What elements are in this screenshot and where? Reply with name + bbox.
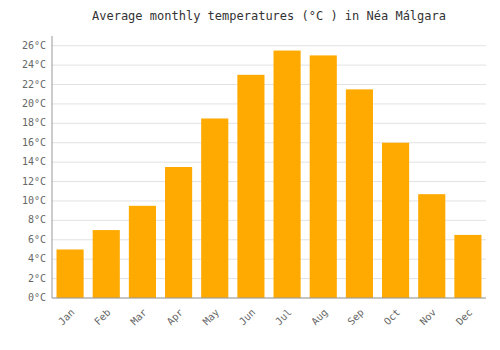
bar: [382, 143, 409, 298]
grid-line: [52, 298, 486, 299]
grid: [52, 46, 486, 298]
x-tick-label: Sep: [345, 307, 366, 328]
grid-line: [52, 142, 486, 143]
y-tick-label: 0°C: [28, 292, 46, 303]
x-tick-label: Nov: [418, 307, 439, 328]
x-tick-label: Jun: [237, 307, 258, 328]
x-tick-label: Mar: [128, 307, 149, 328]
y-tick-label: 8°C: [28, 214, 46, 225]
x-tick-label: Aug: [309, 307, 330, 328]
bar: [129, 206, 156, 298]
x-tick-label: Dec: [454, 307, 475, 328]
bar: [310, 55, 337, 298]
bar: [274, 51, 301, 298]
x-tick-label: Jul: [273, 307, 294, 328]
grid-line: [52, 103, 486, 104]
x-tick-label: Apr: [165, 307, 186, 328]
title: Average monthly temperatures (°C ) in Né…: [92, 9, 446, 23]
y-tick-label: 22°C: [22, 79, 46, 90]
bar: [346, 89, 373, 298]
x-tick-label: May: [201, 307, 222, 328]
y-tick-label: 2°C: [28, 273, 46, 284]
grid-line: [52, 45, 486, 46]
bar: [201, 118, 228, 298]
x-axis-line: [52, 298, 486, 299]
x-axis: Jan Feb Mar Apr May Jun Jul Aug Sep Oct Nov Dec: [56, 307, 474, 328]
bar: [93, 230, 120, 298]
y-tick-label: 14°C: [22, 156, 46, 167]
y-tick-label: 6°C: [28, 234, 46, 245]
y-tick-label: 4°C: [28, 253, 46, 264]
y-axis: 0°C 2°C 4°C 6°C 8°C 10°C 12°C 14°C 16°C 18°C 20°C 2…: [22, 40, 46, 303]
y-tick-label: 24°C: [22, 59, 46, 70]
y-axis-line: [52, 36, 53, 298]
x-tick-label: Oct: [382, 307, 403, 328]
y-tick-label: 12°C: [22, 176, 46, 187]
grid-line: [52, 65, 486, 66]
chart: 0°C 2°C 4°C 6°C 8°C 10°C 12°C 14°C 16°C 18°C 20°C 2…: [0, 0, 500, 350]
bar: [454, 235, 481, 298]
x-tick-label: Jan: [56, 307, 77, 328]
y-tick-label: 26°C: [22, 40, 46, 51]
grid-line: [52, 162, 486, 163]
grid-line: [52, 84, 486, 85]
bar: [165, 167, 192, 298]
grid-line: [52, 181, 486, 182]
y-tick-label: 18°C: [22, 117, 46, 128]
x-tick-label: Feb: [92, 307, 113, 328]
y-tick-label: 20°C: [22, 98, 46, 109]
bar: [418, 194, 445, 298]
bar: [57, 249, 84, 298]
grid-line: [52, 123, 486, 124]
bars: [57, 51, 482, 298]
chart-container: 0°C 2°C 4°C 6°C 8°C 10°C 12°C 14°C 16°C 18°C 20°C 2…: [0, 0, 500, 350]
y-tick-label: 16°C: [22, 137, 46, 148]
y-tick-label: 10°C: [22, 195, 46, 206]
bar: [237, 75, 264, 298]
